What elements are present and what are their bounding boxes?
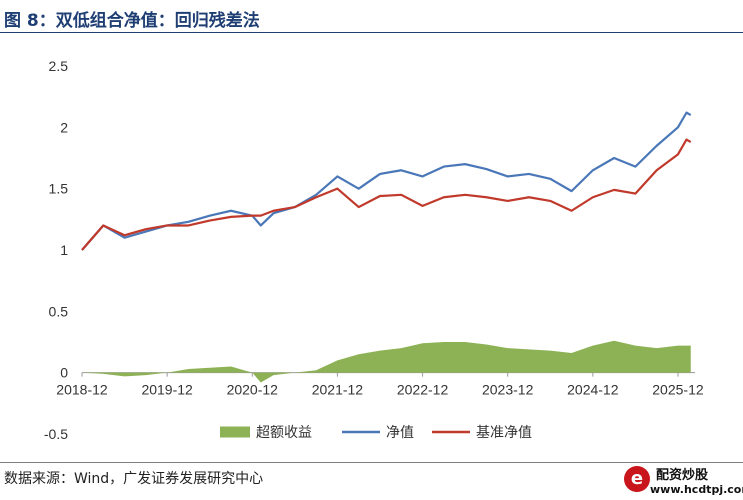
y-tick-label: 0 (60, 365, 68, 381)
x-tick-label: 2021-12 (312, 382, 364, 398)
x-tick-label: 2024-12 (567, 382, 619, 398)
source-divider (0, 462, 743, 463)
x-tick-label: 2020-12 (227, 382, 279, 398)
x-tick-label: 2018-12 (56, 382, 108, 398)
y-tick-label: 1 (60, 242, 68, 258)
series-line-benchmark-nav (81, 138, 692, 251)
x-tick-label: 2022-12 (397, 382, 449, 398)
x-tick-label: 2019-12 (141, 382, 193, 398)
legend-swatch (220, 426, 250, 438)
chart-canvas: 2018-12 2019-12 2020-12 2021-12 2022-12 2023-… (44, 58, 704, 442)
figure-title: 图 8：双低组合净值：回归残差法 (4, 11, 260, 31)
y-tick-label: 2 (60, 119, 68, 135)
source-note: 数据来源：Wind，广发证券发展研究中心 (4, 471, 264, 487)
x-axis-ticks: 2018-12 2019-12 2020-12 2021-12 2022-12 2023-… (56, 372, 704, 398)
y-tick-label: 0.5 (49, 303, 69, 319)
y-tick-label: -0.5 (44, 426, 68, 442)
series-area-excess-return (82, 340, 691, 383)
legend-label: 净值 (386, 424, 414, 440)
legend-swatch (342, 430, 380, 434)
x-tick-label: 2025-12 (652, 382, 704, 398)
y-tick-label: 2.5 (49, 58, 69, 74)
watermark-logo: e 配资炒股 www.hcdtpj.com (622, 462, 743, 500)
legend-label: 基准净值 (476, 424, 532, 440)
watermark-logo-icon: e (624, 466, 650, 492)
y-tick-label: 1.5 (49, 181, 69, 197)
legend-swatch (432, 430, 470, 434)
chart-legend: 超额收益 净值 基准净值 (220, 424, 532, 440)
watermark-name: 配资炒股 (656, 468, 709, 483)
title-divider (0, 32, 743, 33)
plot-area (81, 111, 695, 383)
x-tick-label: 2023-12 (482, 382, 534, 398)
legend-label: 超额收益 (256, 424, 312, 440)
watermark-url: www.hcdtpj.com (650, 483, 743, 496)
y-axis-ticks: 2.5 2 1.5 1 0.5 0 -0.5 (44, 58, 68, 442)
series-line-nav (81, 111, 692, 251)
